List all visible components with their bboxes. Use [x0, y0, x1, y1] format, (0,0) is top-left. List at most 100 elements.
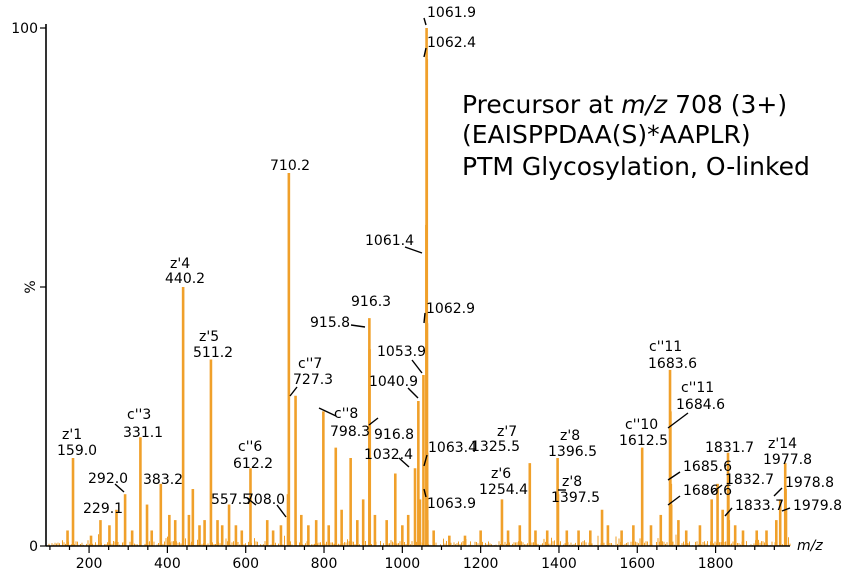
leader-line-708.0: [276, 504, 287, 518]
peak-mz-label: 1396.5: [548, 444, 597, 460]
y-tick-label: 0: [29, 539, 38, 555]
x-tick-label: 400: [154, 556, 181, 572]
peak-mz-label: 1977.8: [763, 452, 812, 468]
peak-mz-label: 292.0: [88, 471, 128, 487]
peak-mz-label: 331.1: [123, 425, 163, 441]
peak-mz-label: 798.3: [330, 424, 370, 440]
peak-mz-label: 1062.9: [426, 301, 475, 317]
leader-line-1061.9: [423, 17, 427, 26]
leader-line-1062.4: [423, 47, 427, 58]
leader-line-1062.9: [423, 312, 426, 324]
peak-mz-label: 916.8: [374, 427, 414, 443]
peak-mz-label: 1686.6: [683, 483, 732, 499]
peak-mz-label: 1978.8: [785, 475, 834, 491]
leader-line-1685.6: [667, 471, 681, 481]
peak-ion-label: c''6: [238, 439, 262, 455]
leader-line-1684.6: [667, 412, 689, 429]
leader-line-798.3: [318, 407, 337, 417]
x-tick-label: 800: [311, 556, 338, 572]
peak-mz-label: 1832.7: [725, 472, 774, 488]
peak-mz-label: 1053.9: [377, 344, 426, 360]
leader-line-1053.9: [411, 359, 423, 374]
peak-mz-label: 727.3: [293, 372, 333, 388]
leader-line-1061.4: [404, 246, 423, 254]
leader-line-1063.9: [423, 488, 427, 498]
peak-mz-label: 1833.7: [735, 498, 784, 514]
leader-line-916.8: [368, 417, 379, 426]
peak-mz-label: 1684.6: [676, 397, 725, 413]
peak-mz-label: 915.8: [310, 315, 350, 331]
peak-mz-label: 1325.5: [471, 439, 520, 455]
peak-ion-label: z'5: [199, 329, 219, 345]
x-tick-label: 200: [76, 556, 103, 572]
peak-label-leaders: [114, 17, 791, 518]
precursor-prefix: Precursor at: [462, 90, 621, 119]
peak-ion-label: z'7: [497, 424, 517, 440]
peak-mz-label: 1032.4: [364, 447, 413, 463]
peak-mz-label: 440.2: [165, 271, 205, 287]
peak-mz-label: 1061.9: [427, 5, 476, 21]
peak-mz-label: 511.2: [193, 345, 233, 361]
leader-line-1832.7: [711, 484, 723, 494]
leader-line-1833.7: [724, 507, 733, 517]
peak-mz-label: 1063.4: [428, 440, 477, 456]
peak-ion-label: c''11: [649, 339, 682, 355]
peak-mz-label: 1254.4: [479, 482, 528, 498]
precursor-suffix: 708 (3+): [667, 90, 787, 119]
peak-mz-label: 1397.5: [551, 490, 600, 506]
peak-bars: [66, 28, 788, 546]
leader-line-1978.8: [773, 487, 783, 497]
peptide-sequence: (EAISPPDAA(S)*AAPLR): [462, 120, 751, 149]
leader-line-1063.4: [423, 454, 428, 467]
peak-mz-label: 159.0: [57, 443, 97, 459]
leader-line-1032.4: [398, 457, 410, 468]
x-tick-label: 1800: [698, 556, 734, 572]
leader-line-727.3: [289, 386, 298, 397]
peak-mz-label: 1062.4: [427, 35, 476, 51]
peak-ion-label: z'14: [768, 436, 797, 452]
peak-mz-label: 710.2: [270, 158, 310, 174]
peak-ion-label: c''8: [334, 406, 358, 422]
leader-line-1040.9: [407, 387, 419, 399]
peak-ion-label: z'6: [491, 466, 511, 482]
peak-ion-label: c''10: [625, 417, 658, 433]
peak-mz-label: 383.2: [143, 472, 183, 488]
x-tick-label: 1000: [385, 556, 421, 572]
peak-mz-label: 229.1: [83, 501, 123, 517]
peak-mz-label: 1040.9: [369, 374, 418, 390]
peak-ion-label: z'4: [170, 256, 190, 272]
peak-ion-label: z'1: [62, 427, 82, 443]
leader-line-1979.8: [781, 507, 791, 512]
x-tick-label: 1200: [463, 556, 499, 572]
peak-mz-label: 1683.6: [648, 356, 697, 372]
x-tick-label: 600: [232, 556, 259, 572]
leader-line-915.8: [350, 324, 366, 328]
y-tick-label: 100: [11, 21, 38, 37]
precursor-annotation: Precursor at m/z 708 (3+): [462, 90, 787, 119]
peak-ion-label: c''3: [127, 407, 151, 423]
leader-line-292.0: [114, 483, 125, 493]
y-axis-title: %: [23, 280, 39, 293]
peak-mz-label: 1979.8: [793, 498, 842, 514]
axes: 0 100 200 400 600 800 1000 1200 1400 1600 1800: [11, 21, 790, 572]
peak-mz-label: 1831.7: [705, 440, 754, 456]
peak-mz-label: 612.2: [233, 456, 273, 472]
peak-ion-label: c''11: [681, 380, 714, 396]
x-tick-label: 1400: [541, 556, 577, 572]
peak-ion-label: c''7: [298, 356, 322, 372]
peak-mz-label: 1063.9: [427, 496, 476, 512]
peak-mz-label: 1685.6: [683, 459, 732, 475]
leader-line-557.5: [246, 497, 257, 506]
peak-ion-label: z'8: [562, 474, 582, 490]
leader-line-1686.6: [667, 495, 681, 506]
peak-mz-label: 916.3: [351, 294, 391, 310]
x-tick-label: 1600: [619, 556, 655, 572]
peak-mz-label: 1061.4: [365, 233, 414, 249]
peak-ion-label: z'8: [560, 428, 580, 444]
peak-mz-label: 1612.5: [619, 433, 668, 449]
peak-mz-label: 557.5: [211, 492, 251, 508]
precursor-mz-italic: m/z: [621, 90, 668, 119]
peak-mz-label: 708.0: [245, 492, 285, 508]
